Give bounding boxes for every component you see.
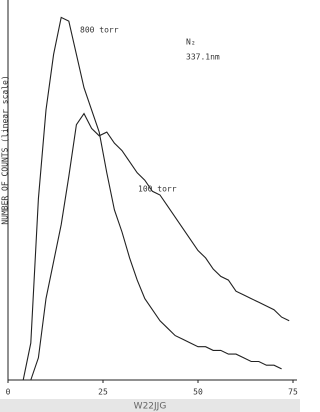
chart: NUMBER OF COUNTS (linear scale) W22JJG 0… bbox=[0, 0, 300, 412]
annotation: 100 torr bbox=[138, 185, 177, 194]
watermark-id: W22JJG bbox=[134, 402, 167, 412]
x-tick-label: 75 bbox=[288, 388, 298, 397]
watermark-bar bbox=[0, 399, 300, 412]
annotation: 800 torr bbox=[80, 26, 119, 35]
annotation: N₂ bbox=[186, 38, 196, 47]
x-tick-label: 50 bbox=[193, 388, 203, 397]
series-line bbox=[22, 16, 282, 381]
background bbox=[0, 0, 300, 412]
x-tick-label: 0 bbox=[6, 388, 11, 397]
series-line bbox=[30, 112, 290, 381]
annotation: 337.1nm bbox=[186, 53, 220, 62]
x-tick-label: 25 bbox=[98, 388, 108, 397]
page: {"chart_data": {"type": "line", "y_label… bbox=[0, 0, 300, 412]
y-axis-label: NUMBER OF COUNTS (linear scale) bbox=[1, 75, 10, 224]
